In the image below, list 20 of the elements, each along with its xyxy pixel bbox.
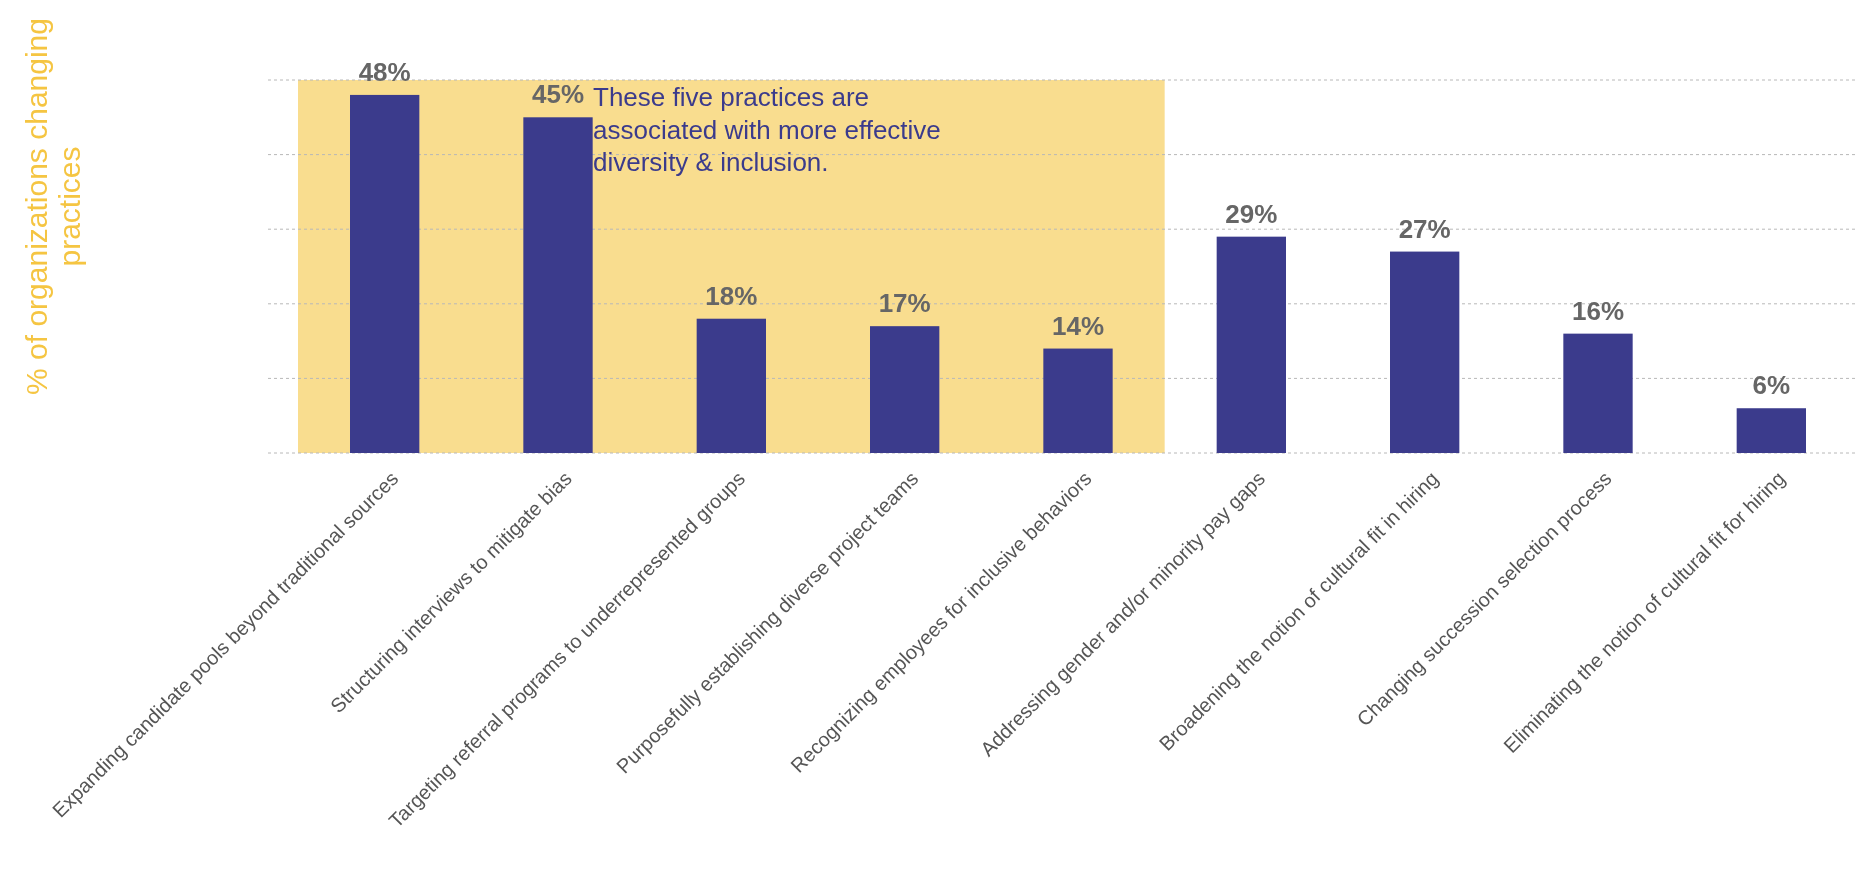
bar [350, 94, 420, 453]
data-label: 48% [358, 56, 411, 87]
bar [696, 318, 766, 453]
data-label: 29% [1225, 198, 1278, 229]
data-label: 27% [1398, 213, 1451, 244]
data-label: 14% [1051, 310, 1105, 341]
data-label: 17% [878, 288, 931, 319]
annotation: These five practices are associated with more effective diversity & inclusion. [593, 82, 941, 177]
bar [523, 117, 593, 453]
bar [1736, 408, 1806, 453]
bar [1216, 236, 1286, 453]
bar [870, 326, 940, 453]
bar [1043, 348, 1113, 453]
data-label: 45% [531, 79, 585, 110]
bar [1390, 251, 1460, 453]
data-label: 16% [1571, 295, 1625, 326]
y-axis-title: % of organizations changing practices [19, 18, 86, 395]
data-label: 6% [1752, 370, 1791, 401]
data-label: 18% [705, 280, 758, 311]
bar [1563, 333, 1633, 453]
